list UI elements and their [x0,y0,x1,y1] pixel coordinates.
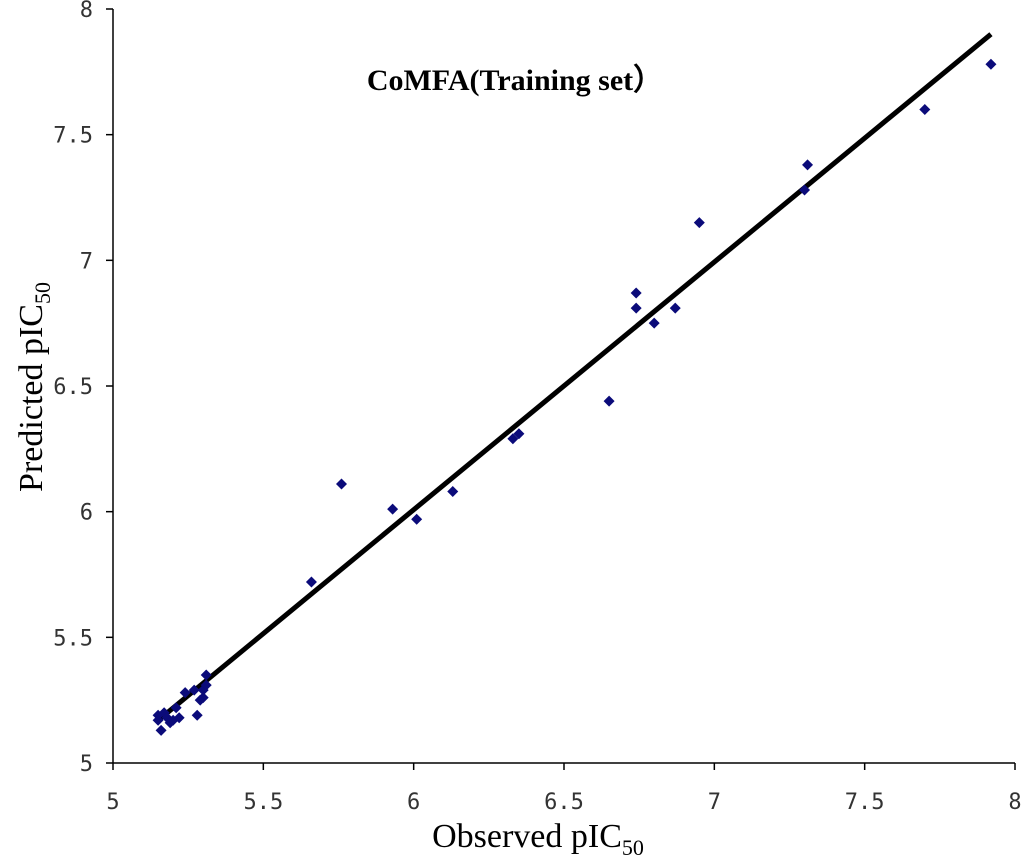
data-point [693,217,705,229]
data-point [669,302,681,314]
data-point [336,478,348,490]
data-point [603,395,615,407]
data-point [648,317,660,329]
data-point [170,702,182,714]
y-tick-label: 5 [80,752,93,777]
y-tick-label: 5.5 [53,626,93,651]
chart-title: CoMFA(Training set） [367,63,663,97]
y-tick-label: 7.5 [53,124,93,149]
data-point [197,692,209,704]
x-tick-label: 6 [407,790,420,815]
data-point [200,679,212,691]
y-tick-label: 7 [80,249,93,274]
x-axis-title-subscript: 50 [622,835,644,859]
data-point [447,486,459,498]
data-point [173,712,185,724]
y-tick-label: 6.5 [53,375,93,400]
y-axis-title-subscript: 50 [30,282,55,304]
x-axis-title-text: Observed pIC [432,818,622,855]
data-point [919,104,931,116]
data-point [513,428,525,440]
data-point [507,433,519,445]
data-point [630,302,642,314]
x-tick-label: 8 [1008,790,1021,815]
data-point [799,184,811,196]
data-point [411,513,423,525]
data-point [200,669,212,681]
data-point [802,159,814,171]
data-points [152,58,997,736]
data-point [179,687,191,699]
y-tick-label: 6 [80,501,93,526]
data-point [305,576,317,588]
data-point [188,684,200,696]
trend-line [156,32,993,723]
x-tick-label: 6.5 [544,790,584,815]
data-point [387,503,399,515]
data-point [155,724,167,736]
data-point [152,714,164,726]
x-axis-title: Observed pIC50 [432,818,644,859]
data-point [985,58,997,70]
y-axis-title-text: Predicted pIC [13,304,50,492]
data-point [630,287,642,299]
y-axis-title: Predicted pIC50 [13,282,55,492]
y-tick-label: 8 [80,0,93,23]
x-tick-label: 5.5 [243,790,283,815]
axis-ticks: 5 5.5 6 6.5 7 7.5 8 5 5.5 6 6.5 7 7.5 8 [53,0,1021,815]
x-tick-label: 7.5 [845,790,885,815]
x-tick-label: 5 [106,790,119,815]
x-tick-label: 7 [708,790,721,815]
data-point [191,709,203,721]
trend-line-group [156,32,993,723]
